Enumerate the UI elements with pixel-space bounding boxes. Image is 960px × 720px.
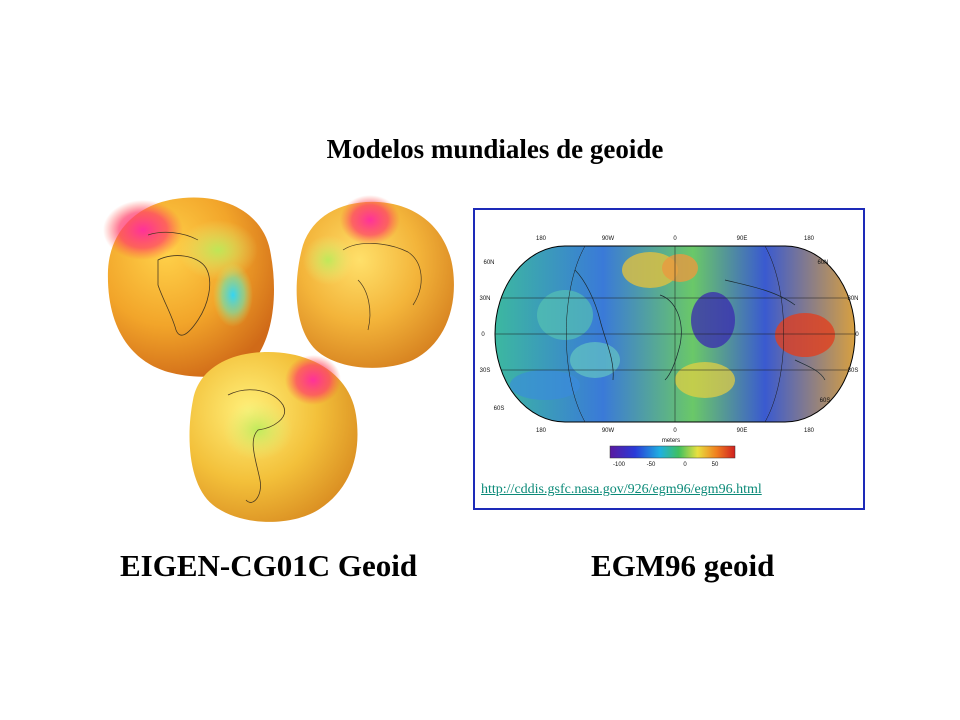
left-lat-label: 60S (494, 406, 505, 412)
legend-tick: 50 (712, 462, 719, 468)
right-lat-label: 60S (820, 398, 831, 404)
geoid-globes-illustration (103, 195, 454, 522)
legend-tick: -50 (647, 462, 656, 468)
geoid-globe-americas (189, 352, 358, 522)
egm96-map: 180 90W 0 90E 180 180 90W 0 90E 180 60N … (479, 236, 859, 468)
legend-color-bar (609, 445, 736, 459)
right-lat-label: 30N (847, 296, 858, 302)
bottom-lon-label: 180 (536, 428, 547, 434)
right-lat-label: 60N (817, 260, 828, 266)
geoid-globe-europe (296, 195, 454, 368)
map-graticule (495, 246, 855, 422)
legend-tick: 0 (683, 462, 687, 468)
legend-title: meters (662, 438, 680, 444)
top-lon-label: 90E (737, 236, 748, 242)
color-legend: meters -100 -50 0 50 (609, 438, 736, 468)
legend-tick: -100 (613, 462, 626, 468)
egm96-geoid-caption: EGM96 geoid (591, 548, 775, 583)
left-lat-label: 30N (479, 296, 490, 302)
top-lon-label: 90W (602, 236, 615, 242)
eigen-geoid-caption: EIGEN-CG01C Geoid (120, 548, 418, 583)
bottom-lon-label: 90W (602, 428, 615, 434)
top-lon-label: 180 (804, 236, 815, 242)
right-lat-label: 30S (848, 368, 859, 374)
left-lat-label: 30S (480, 368, 491, 374)
bottom-lon-label: 180 (804, 428, 815, 434)
bottom-lon-label: 0 (673, 428, 677, 434)
top-lon-label: 180 (536, 236, 547, 242)
slide-title: Modelos mundiales de geoide (326, 134, 664, 164)
left-lat-label: 0 (481, 332, 485, 338)
top-lon-label: 0 (673, 236, 677, 242)
left-lat-label: 60N (483, 260, 494, 266)
egm96-source-link[interactable]: http://cddis.gsfc.nasa.gov/926/egm96/egm… (481, 482, 762, 497)
bottom-lon-label: 90E (737, 428, 748, 434)
egm96-map-figure: 180 90W 0 90E 180 180 90W 0 90E 180 60N … (473, 208, 865, 510)
eigen-geoid-globes (88, 190, 468, 530)
geoid-globe-africa (103, 197, 274, 377)
right-lat-label: 0 (855, 332, 859, 338)
